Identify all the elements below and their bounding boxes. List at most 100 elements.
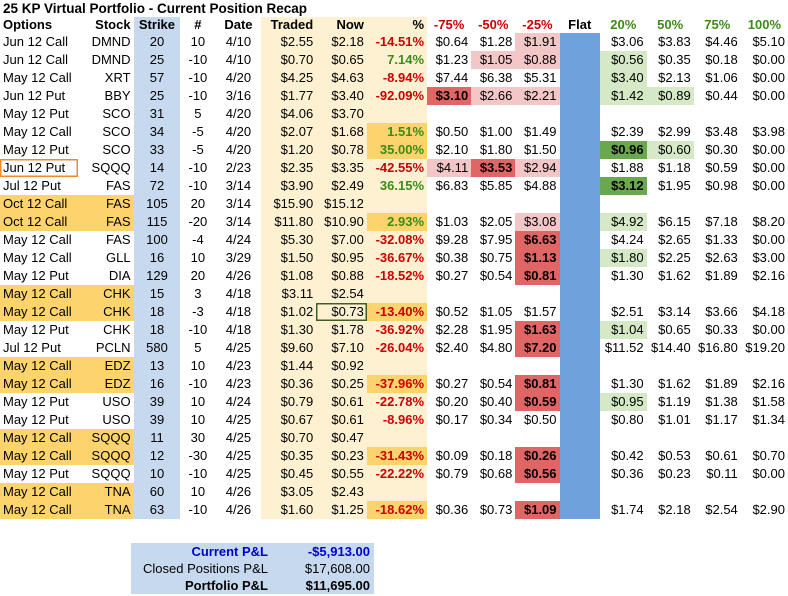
cell-p75[interactable]: $1.17 xyxy=(705,412,738,427)
cell-stock[interactable]: PCLN xyxy=(95,340,131,355)
cell-m50[interactable]: $0.75 xyxy=(479,250,513,265)
cell-date[interactable]: 4/10 xyxy=(225,52,252,67)
cell-pct[interactable]: -31.43% xyxy=(366,447,428,465)
cell-m75[interactable] xyxy=(427,285,471,303)
cell-flat[interactable] xyxy=(559,213,600,231)
cell-p20[interactable]: $4.24 xyxy=(611,232,644,247)
cell-option[interactable]: May 12 Call xyxy=(0,303,78,321)
cell-stock[interactable]: CHK xyxy=(103,322,131,337)
cell-date[interactable]: 4/10 xyxy=(225,34,252,49)
cell-p100[interactable] xyxy=(741,483,788,501)
cell-p20[interactable] xyxy=(600,429,647,447)
cell-date[interactable]: 3/16 xyxy=(225,88,252,103)
cell-now[interactable]: $0.25 xyxy=(316,375,367,393)
cell-qty[interactable]: -10 xyxy=(188,70,208,85)
header-pct[interactable]: % xyxy=(366,17,428,33)
cell-qty[interactable]: 30 xyxy=(190,430,206,445)
cell-now[interactable]: $1.25 xyxy=(316,501,367,519)
cell-date[interactable]: 4/25 xyxy=(225,412,252,427)
cell-m50[interactable] xyxy=(471,429,515,447)
cell-p50[interactable]: $1.62 xyxy=(658,376,691,391)
cell-pct[interactable]: -37.96% xyxy=(366,375,428,393)
cell-m25[interactable]: $0.81 xyxy=(515,267,560,285)
cell-p100[interactable] xyxy=(741,105,788,123)
cell-flat[interactable] xyxy=(559,393,600,411)
cell-strike[interactable]: 39 xyxy=(133,411,181,429)
cell-pct[interactable]: 36.15% xyxy=(366,177,428,195)
cell-m75[interactable] xyxy=(427,195,471,213)
cell-m75[interactable]: $0.36 xyxy=(435,502,469,517)
cell-now[interactable]: $0.23 xyxy=(316,447,367,465)
cell-p100[interactable]: $8.20 xyxy=(752,214,785,229)
cell-traded[interactable]: $0.36 xyxy=(261,375,317,393)
cell-m25[interactable] xyxy=(515,105,559,123)
cell-traded[interactable]: $4.25 xyxy=(261,69,317,87)
cell-date[interactable]: 4/18 xyxy=(225,304,252,319)
cell-p20[interactable]: $0.95 xyxy=(599,393,647,411)
cell-now[interactable]: $0.88 xyxy=(316,267,367,285)
cell-now[interactable]: $7.00 xyxy=(316,231,367,249)
cell-traded[interactable]: $1.50 xyxy=(261,249,317,267)
cell-traded[interactable]: $1.30 xyxy=(261,321,317,339)
cell-qty[interactable]: -10 xyxy=(188,178,208,193)
cell-p20[interactable]: $3.40 xyxy=(599,69,647,87)
cell-p75[interactable] xyxy=(694,285,741,303)
cell-p75[interactable]: $0.61 xyxy=(705,448,738,463)
cell-p100[interactable]: $0.00 xyxy=(752,142,785,157)
cell-strike[interactable]: 57 xyxy=(133,69,181,87)
cell-strike[interactable]: 60 xyxy=(133,483,181,501)
cell-date[interactable]: 4/26 xyxy=(225,484,252,499)
cell-p75[interactable]: $1.06 xyxy=(705,70,738,85)
cell-m25[interactable]: $6.63 xyxy=(515,231,560,249)
cell-flat[interactable] xyxy=(559,87,600,105)
cell-stock[interactable]: GLL xyxy=(105,250,131,265)
cell-m50[interactable]: $2.05 xyxy=(479,214,513,229)
cell-pct[interactable]: -18.52% xyxy=(366,267,428,285)
cell-pct[interactable] xyxy=(366,357,428,375)
cell-m50[interactable]: $0.18 xyxy=(479,448,513,463)
cell-now[interactable]: $0.65 xyxy=(316,51,367,69)
cell-pct[interactable]: -8.96% xyxy=(366,411,428,429)
cell-m75[interactable]: $6.83 xyxy=(435,178,469,193)
cell-pct[interactable] xyxy=(366,195,428,213)
cell-stock[interactable]: FAS xyxy=(105,232,131,247)
cell-p50[interactable] xyxy=(647,285,694,303)
cell-stock[interactable]: DIA xyxy=(108,268,131,283)
cell-strike[interactable]: 16 xyxy=(133,375,181,393)
cell-p100[interactable]: $0.00 xyxy=(752,178,785,193)
cell-now[interactable]: $2.43 xyxy=(316,483,367,501)
cell-now[interactable]: $15.12 xyxy=(316,195,367,213)
cell-pct[interactable]: -92.09% xyxy=(366,87,428,105)
cell-pct[interactable]: 2.93% xyxy=(366,213,428,231)
cell-flat[interactable] xyxy=(559,429,600,447)
cell-strike[interactable]: 39 xyxy=(133,393,181,411)
cell-strike[interactable]: 72 xyxy=(133,177,181,195)
cell-m75[interactable]: $0.38 xyxy=(435,250,469,265)
cell-option[interactable]: May 12 Put xyxy=(3,268,69,283)
header-m25[interactable]: -25% xyxy=(522,17,553,32)
cell-qty[interactable]: 10 xyxy=(190,250,206,265)
cell-m25[interactable]: $7.20 xyxy=(515,339,560,357)
cell-qty[interactable]: 5 xyxy=(194,106,202,121)
cell-date[interactable]: 4/23 xyxy=(225,358,252,373)
cell-p50[interactable]: $1.01 xyxy=(658,412,691,427)
cell-p50[interactable]: $0.53 xyxy=(658,448,691,463)
cell-option[interactable]: May 12 Call xyxy=(0,483,78,501)
cell-qty[interactable]: 10 xyxy=(190,358,206,373)
cell-p75[interactable]: $2.54 xyxy=(705,502,738,517)
cell-p100[interactable]: $0.00 xyxy=(752,466,785,481)
cell-m25[interactable] xyxy=(515,285,559,303)
cell-option[interactable]: May 12 Put xyxy=(3,394,69,409)
cell-m50[interactable]: $1.80 xyxy=(479,142,513,157)
cell-m75[interactable]: $7.44 xyxy=(435,70,469,85)
cell-strike[interactable]: 25 xyxy=(133,87,181,105)
cell-traded[interactable]: $9.60 xyxy=(261,339,317,357)
cell-m50[interactable]: $2.66 xyxy=(471,87,516,105)
cell-stock[interactable]: USO xyxy=(102,412,131,427)
cell-m25[interactable]: $1.91 xyxy=(515,33,560,51)
cell-m25[interactable]: $0.26 xyxy=(515,447,560,465)
cell-traded[interactable]: $1.02 xyxy=(261,303,317,321)
cell-option[interactable]: May 12 Call xyxy=(0,447,78,465)
cell-option[interactable]: May 12 Put xyxy=(3,322,69,337)
cell-stock[interactable]: TNA xyxy=(77,483,134,501)
